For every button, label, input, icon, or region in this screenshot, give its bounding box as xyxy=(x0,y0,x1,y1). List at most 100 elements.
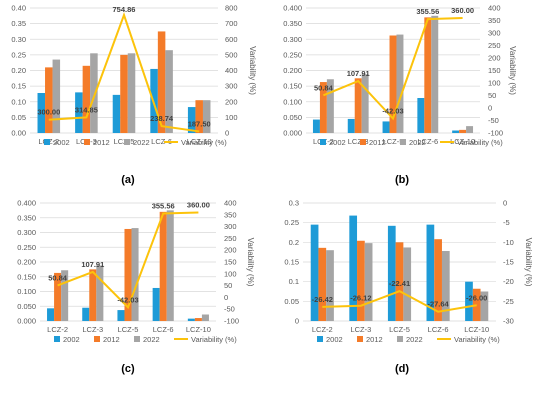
x-tick-label: LCZ-6 xyxy=(153,325,174,334)
y-tick-label: 0.300 xyxy=(17,228,36,237)
x-tick-label: LCZ-3 xyxy=(82,325,103,334)
variability-data-label: 360.00 xyxy=(451,6,474,15)
y-tick-label: 0.050 xyxy=(17,302,36,311)
y2-tick-label: 50 xyxy=(224,281,232,290)
variability-data-label: 187.50 xyxy=(188,119,211,128)
y2-tick-label: 200 xyxy=(225,97,238,106)
variability-data-label: -26.42 xyxy=(312,295,333,304)
y2-tick-label: 150 xyxy=(488,66,501,75)
bar-2012-lcz-6 xyxy=(424,17,432,133)
bar-2022-lcz-3 xyxy=(96,265,104,321)
panel-label: (b) xyxy=(395,174,409,186)
bar-2012-lcz-2 xyxy=(319,82,327,133)
chart-panel-c: 0.000 0.050 0.100 0.150 0.200 0.250 0.300 0.350… xyxy=(17,199,255,376)
variability-data-label: -26.12 xyxy=(350,294,371,303)
y-tick-label: 0.35 xyxy=(11,19,26,28)
legend-label: 2022 xyxy=(143,335,160,344)
bar-2002-lcz-2 xyxy=(312,119,320,133)
y2-tick-label: 150 xyxy=(224,258,237,267)
legend-swatch-2022 xyxy=(400,139,406,145)
y2-tick-label: -20 xyxy=(503,277,514,286)
y2-tick-label: 300 xyxy=(225,82,238,91)
bar-2012-lcz-5 xyxy=(120,54,128,133)
bar-2002-lcz-10 xyxy=(187,107,196,133)
bar-2002-lcz-3 xyxy=(82,307,90,321)
y2-tick-label: 100 xyxy=(488,79,501,88)
y2-axis-title: Variability (%) xyxy=(524,238,533,287)
legend-swatch-2012 xyxy=(357,336,363,342)
bar-2012-lcz-10 xyxy=(195,100,203,133)
y2-tick-label: 0 xyxy=(503,199,507,208)
variability-data-label: 50.84 xyxy=(48,273,68,282)
variability-data-label: -42.03 xyxy=(382,107,403,116)
y2-tick-label: -15 xyxy=(503,258,514,267)
bar-2002-lcz-3 xyxy=(347,118,355,133)
variability-data-label: 314.85 xyxy=(75,105,98,114)
bar-2022-lcz-6 xyxy=(165,50,173,133)
y2-tick-label: 400 xyxy=(488,4,501,13)
variability-data-label: 360.00 xyxy=(187,200,210,209)
bar-2022-lcz-2 xyxy=(61,270,69,321)
bar-2002-lcz-3 xyxy=(349,215,358,321)
bar-2022-lcz-3 xyxy=(364,243,373,321)
bar-2012-lcz-6 xyxy=(159,211,167,321)
y2-tick-label: 600 xyxy=(225,35,238,44)
variability-data-label: -26.00 xyxy=(466,293,487,302)
legend-label: 2002 xyxy=(53,138,70,147)
y2-tick-label: 0 xyxy=(225,129,229,138)
x-tick-label: LCZ-3 xyxy=(348,137,369,146)
bar-2002-lcz-5 xyxy=(117,310,125,321)
y2-tick-label: -5 xyxy=(503,218,510,227)
y-tick-label: 0.150 xyxy=(17,272,36,281)
bar-2002-lcz-2 xyxy=(310,224,319,321)
y-tick-label: 0.400 xyxy=(283,4,302,13)
legend-label: 2022 xyxy=(406,335,423,344)
y-tick-label: 0.050 xyxy=(283,113,302,122)
bar-2022-lcz-6 xyxy=(441,250,450,321)
variability-data-label: 238.74 xyxy=(150,114,174,123)
legend-label: Variability (%) xyxy=(181,138,227,147)
bar-2012-lcz-6 xyxy=(434,239,442,321)
bar-2022-lcz-10 xyxy=(480,291,489,321)
y-tick-label: 0.25 xyxy=(284,218,299,227)
bar-2022-lcz-5 xyxy=(403,247,412,321)
y-tick-label: 0.100 xyxy=(17,287,36,296)
y2-tick-label: 350 xyxy=(224,210,237,219)
bar-2012-lcz-3 xyxy=(357,240,365,321)
legend: 2002 2012 2022 Variability (%) xyxy=(317,335,500,344)
x-tick-label: LCZ-10 xyxy=(464,325,489,334)
x-tick-label: LCZ-6 xyxy=(151,137,172,146)
y2-tick-label: 800 xyxy=(225,4,238,13)
y2-tick-label: 0 xyxy=(224,293,228,302)
legend-swatch-2012 xyxy=(84,139,90,145)
y-tick-label: 0.40 xyxy=(11,4,26,13)
y-tick-label: 0 xyxy=(295,317,299,326)
legend-swatch-2012 xyxy=(360,139,366,145)
legend-swatch-2022 xyxy=(397,336,403,342)
bar-2012-lcz-10 xyxy=(472,288,481,321)
y-tick-label: 0.05 xyxy=(284,297,299,306)
y2-tick-label: 50 xyxy=(488,91,496,100)
legend-label: 2012 xyxy=(366,335,383,344)
y-tick-label: 0.15 xyxy=(284,258,299,267)
y2-tick-label: -100 xyxy=(488,129,503,138)
y-tick-label: 0.15 xyxy=(11,82,26,91)
y2-tick-label: 200 xyxy=(224,246,237,255)
bar-2012-lcz-3 xyxy=(89,269,97,321)
y2-tick-label: 500 xyxy=(225,50,238,59)
bar-2022-lcz-3 xyxy=(361,74,369,133)
variability-data-label: 355.56 xyxy=(416,7,439,16)
y-tick-label: 0.20 xyxy=(11,66,26,75)
variability-data-label: 754.86 xyxy=(113,5,136,14)
y-tick-label: 0.1 xyxy=(289,277,299,286)
variability-data-label: 107.91 xyxy=(347,69,370,78)
y2-tick-label: 100 xyxy=(225,113,238,122)
y-tick-label: 0.3 xyxy=(289,199,299,208)
legend-swatch-2012 xyxy=(94,336,100,342)
bar-2022-lcz-2 xyxy=(326,79,334,133)
y-tick-label: 0.00 xyxy=(11,129,26,138)
bar-2022-lcz-5 xyxy=(396,34,404,133)
x-tick-label: LCZ-3 xyxy=(350,325,371,334)
bar-2022-lcz-5 xyxy=(131,228,139,321)
